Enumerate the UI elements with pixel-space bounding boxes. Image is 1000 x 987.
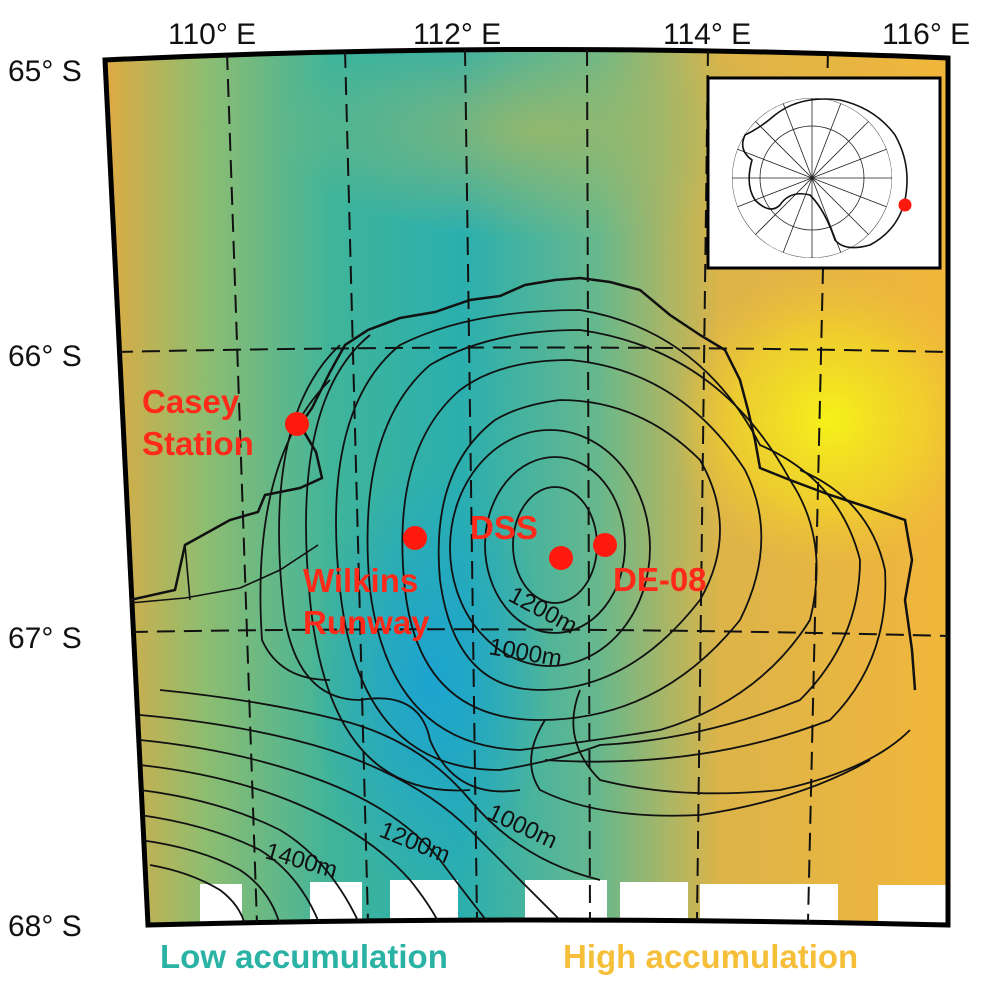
map-frame xyxy=(102,46,951,928)
de08-label: DE-08 xyxy=(613,561,707,598)
antarctica-outline xyxy=(741,98,908,249)
longitude-label: 110° E xyxy=(168,18,257,51)
longitude-label: 114° E xyxy=(663,18,752,51)
longitude-label: 112° E xyxy=(413,18,502,51)
dss-label: DSS xyxy=(470,509,538,546)
coastline xyxy=(129,276,917,691)
latitude-label: 67° S xyxy=(8,622,82,655)
casey-station-marker xyxy=(285,412,309,436)
inset-location-marker xyxy=(898,198,912,212)
ice-shelf-edge xyxy=(129,544,319,604)
latitude-label: 68° S xyxy=(8,910,82,943)
latitude-label: 66° S xyxy=(8,340,82,373)
legend-low-accumulation: Low accumulation xyxy=(160,938,448,975)
latitude-label: 65° S xyxy=(8,55,82,88)
longitude-label: 116° E xyxy=(882,18,971,51)
wilkins-runway-marker xyxy=(403,526,427,550)
dss-marker xyxy=(549,546,573,570)
missing-data-gaps xyxy=(200,880,948,925)
wilkins-runway-label: Wilkins Runway xyxy=(303,562,430,641)
legend-high-accumulation: High accumulation xyxy=(563,938,859,975)
de08-marker xyxy=(593,533,617,557)
locator-inset xyxy=(706,76,942,270)
site-markers xyxy=(285,412,617,570)
casey-station-label: Casey Station xyxy=(142,383,254,462)
